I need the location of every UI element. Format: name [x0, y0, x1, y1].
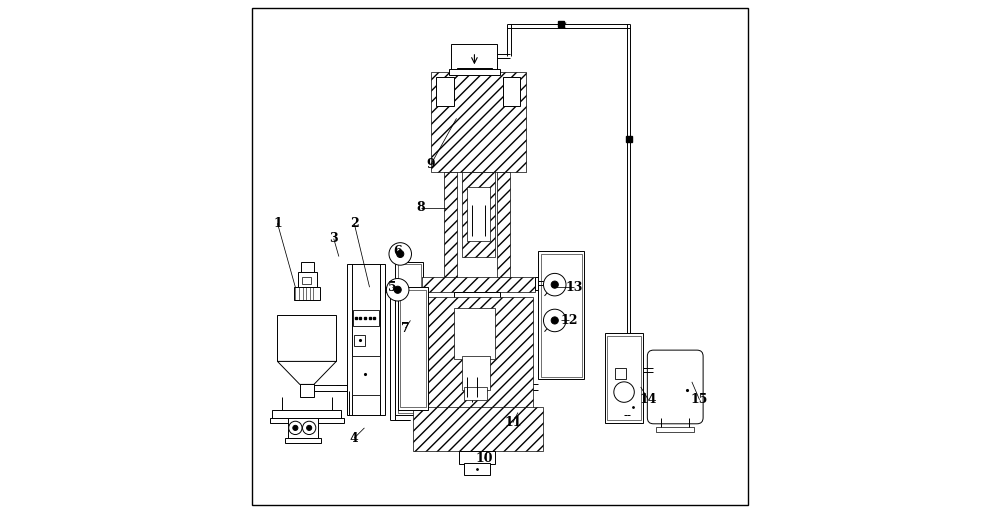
- Bar: [464, 387, 487, 400]
- Text: 6: 6: [393, 245, 402, 258]
- Polygon shape: [277, 361, 336, 384]
- Bar: [285, 438, 321, 443]
- Text: 2: 2: [350, 217, 359, 230]
- Circle shape: [386, 279, 409, 301]
- Bar: [300, 384, 314, 397]
- Bar: [436, 77, 454, 106]
- Circle shape: [543, 273, 566, 296]
- Circle shape: [394, 286, 401, 293]
- Bar: [398, 287, 428, 410]
- Circle shape: [293, 425, 298, 430]
- Bar: [464, 463, 490, 476]
- Bar: [301, 262, 314, 272]
- Bar: [298, 272, 317, 287]
- Circle shape: [303, 421, 316, 435]
- Bar: [398, 264, 421, 412]
- Bar: [354, 335, 365, 346]
- Bar: [462, 356, 490, 389]
- Bar: [607, 336, 641, 420]
- Circle shape: [543, 309, 566, 332]
- Bar: [353, 310, 379, 326]
- Bar: [426, 298, 533, 410]
- Circle shape: [551, 317, 558, 324]
- Bar: [454, 292, 500, 318]
- Bar: [270, 418, 344, 423]
- Bar: [538, 251, 584, 379]
- Bar: [272, 410, 341, 418]
- Bar: [294, 287, 320, 300]
- Circle shape: [551, 281, 558, 288]
- Bar: [400, 290, 426, 407]
- Text: 14: 14: [640, 393, 657, 406]
- Bar: [462, 172, 495, 256]
- Bar: [451, 44, 497, 72]
- Bar: [449, 69, 500, 75]
- Bar: [541, 254, 582, 377]
- Circle shape: [397, 250, 404, 258]
- Bar: [352, 356, 380, 394]
- Bar: [413, 407, 543, 451]
- Bar: [615, 368, 626, 379]
- Bar: [467, 187, 490, 241]
- Text: 12: 12: [560, 314, 578, 327]
- Text: 11: 11: [504, 416, 522, 429]
- Bar: [457, 68, 492, 72]
- Bar: [454, 308, 495, 359]
- Text: 10: 10: [476, 452, 493, 465]
- Bar: [457, 72, 492, 88]
- Bar: [535, 277, 545, 290]
- Bar: [302, 278, 311, 284]
- Circle shape: [389, 243, 411, 265]
- Bar: [422, 277, 535, 292]
- Circle shape: [289, 421, 302, 435]
- Bar: [444, 172, 457, 290]
- Bar: [431, 72, 526, 172]
- Circle shape: [307, 425, 312, 430]
- Bar: [288, 418, 318, 438]
- Text: 3: 3: [329, 232, 338, 245]
- Circle shape: [614, 382, 634, 402]
- Text: 9: 9: [427, 158, 435, 171]
- Text: 4: 4: [350, 431, 359, 445]
- Text: 13: 13: [565, 281, 583, 294]
- Text: 1: 1: [273, 217, 282, 230]
- Bar: [347, 264, 385, 415]
- Bar: [545, 281, 553, 290]
- Bar: [605, 333, 643, 423]
- Bar: [395, 262, 423, 415]
- Text: 5: 5: [388, 281, 397, 294]
- FancyBboxPatch shape: [647, 350, 703, 424]
- Bar: [277, 315, 336, 361]
- Text: 15: 15: [691, 393, 708, 406]
- Text: 7: 7: [401, 322, 410, 334]
- Text: 8: 8: [416, 202, 425, 214]
- Bar: [459, 451, 495, 464]
- Bar: [497, 172, 510, 290]
- Bar: [503, 77, 520, 106]
- Bar: [656, 427, 694, 432]
